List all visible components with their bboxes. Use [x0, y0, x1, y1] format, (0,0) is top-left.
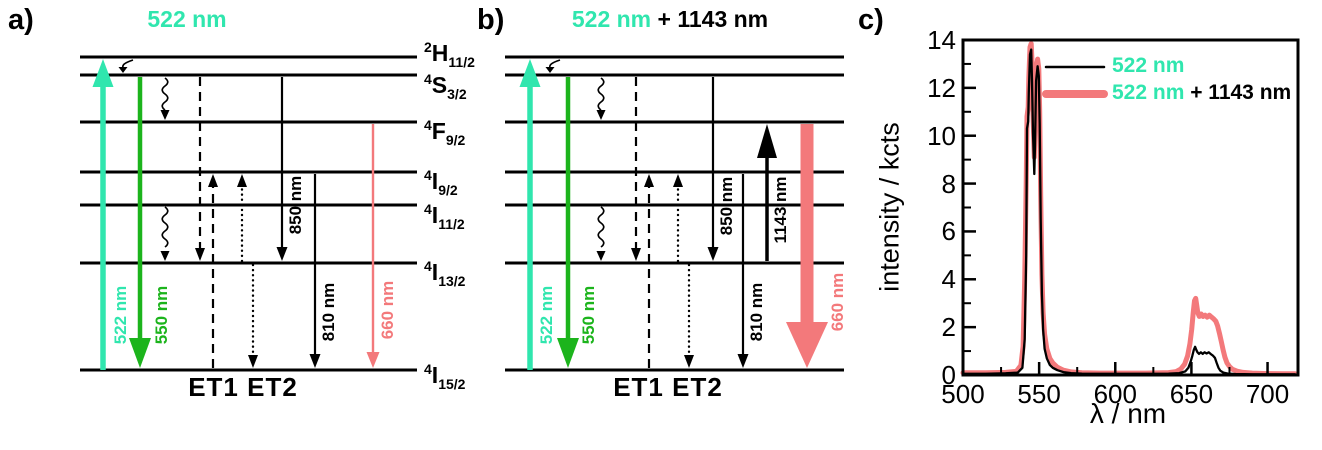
level-label-4I9_2: 4I9/2: [424, 167, 458, 198]
panel-a-H-to-S-relaxation-arrow: [121, 59, 134, 69]
panel-b-S-to-F-multiphonon-arrow: [597, 77, 605, 111]
panel-b-550nm-emission-arrow-label: 550 nm: [579, 285, 598, 345]
panel-b-I11-to-I13-multiphonon-arrow: [597, 206, 605, 248]
panel-b-522nm-pump-arrow-head: [519, 59, 541, 87]
panel-b-title: 522 nm + 1143 nm: [572, 6, 768, 33]
panel-a-550nm-emission-arrow-head: [129, 338, 151, 368]
panel-b-et-label: ET1 ET2: [613, 372, 723, 402]
y-tick-label-10: 10: [927, 120, 956, 151]
panel-a-H-to-S-relaxation-arrow-head: [118, 67, 128, 73]
panel-b-title-part-0: 522 nm: [571, 6, 652, 32]
panel-a-ET1-donor-arrow-head: [195, 248, 205, 261]
panel-b-850nm-emission-arrow-head: [707, 247, 719, 261]
y-tick-label-8: 8: [941, 168, 956, 199]
panel-b-I11-to-I13-multiphonon-arrow-head: [596, 251, 606, 261]
panel-b-522nm-pump-arrow-label: 522 nm: [537, 285, 556, 345]
panel-b-H-to-S-relaxation-arrow-head: [545, 67, 555, 73]
panel-a-660nm-emission-arrow-head: [366, 352, 380, 368]
panel-a-810nm-emission-arrow-head: [309, 354, 321, 368]
y-axis-label: intensity / kcts: [874, 122, 905, 292]
panel-a-S-to-F-multiphonon-arrow-head: [160, 110, 170, 120]
y-tick-label-0: 0: [941, 360, 956, 390]
panel-b-title-part-1: + 1143 nm: [651, 6, 769, 32]
panel-a-ET2-donor-arrow-head: [248, 355, 258, 368]
y-tick-label-14: 14: [927, 25, 956, 55]
panel-a-850nm-emission-arrow-head: [276, 247, 288, 261]
level-label-4S3_2: 4S3/2: [424, 71, 467, 102]
panel-b-550nm-emission-arrow-head: [557, 338, 579, 368]
x-tick-label-600: 600: [1093, 379, 1137, 409]
panel-a-I11-to-I13-multiphonon-arrow-head: [160, 251, 170, 261]
legend-entry-1: 522 nm + 1143 nm: [1112, 81, 1291, 105]
panel-b-810nm-emission-arrow-label: 810 nm: [747, 282, 766, 342]
panel-a-660nm-emission-arrow-label: 660 nm: [378, 280, 397, 340]
legend-entry-1-part-0: 522 nm: [1112, 81, 1185, 104]
panel-b-850nm-emission-arrow-label: 850 nm: [717, 176, 736, 236]
panel-b-ET2-acceptor-arrow-head: [673, 174, 683, 187]
y-tick-label-2: 2: [941, 312, 956, 343]
panel-b-H-to-S-relaxation-arrow: [548, 59, 561, 69]
panel-c-label: c): [858, 4, 884, 36]
x-tick-label-700: 700: [1245, 379, 1290, 409]
level-label-2H11_2: 2H11/2: [424, 39, 475, 70]
panel-a-et-label: ET1 ET2: [188, 372, 298, 402]
legend-entry-0-part-0: 522 nm: [1112, 54, 1185, 77]
panel-b-label: b): [477, 4, 505, 36]
level-label-4I11_2: 4I11/2: [424, 201, 465, 232]
panel-b-810nm-emission-arrow-head: [737, 354, 749, 368]
panel-b-1143nm-pump-arrow-head: [757, 124, 777, 158]
x-tick-label-650: 650: [1169, 379, 1214, 409]
panel-a-522nm-pump-arrow-label: 522 nm: [111, 285, 130, 345]
panel-b-S-to-F-multiphonon-arrow-head: [596, 110, 606, 120]
x-tick-label-500: 500: [941, 379, 985, 409]
y-tick-label-12: 12: [927, 72, 956, 103]
panel-a-ET1-acceptor-arrow-head: [208, 174, 218, 187]
panel-b-1143nm-pump-arrow-label: 1143 nm: [771, 176, 790, 244]
panel-b-660nm-emission-arrow-label: 660 nm: [828, 272, 847, 332]
panel-b-ET1-donor-arrow-head: [631, 248, 641, 261]
panel-a-522nm-pump-arrow-head: [92, 59, 114, 87]
panel-b-ET1-acceptor-arrow-head: [644, 174, 654, 187]
level-label-4I15_2: 4I15/2: [424, 361, 466, 392]
panel-b-660nm-emission-arrow-head: [786, 322, 828, 368]
panel-a-label: a): [8, 4, 34, 36]
y-tick-label-6: 6: [941, 216, 956, 247]
panel-a-850nm-emission-arrow-label: 850 nm: [286, 175, 305, 235]
legend-entry-1-part-1: + 1143 nm: [1184, 81, 1292, 104]
x-tick-label-550: 550: [1017, 379, 1061, 409]
y-tick-label-4: 4: [941, 264, 956, 295]
panel-a-810nm-emission-arrow-label: 810 nm: [319, 282, 338, 342]
panel-a-title: 522 nm: [147, 6, 227, 32]
panel-a-550nm-emission-arrow-label: 550 nm: [152, 285, 171, 345]
panel-a-I11-to-I13-multiphonon-arrow: [161, 206, 169, 248]
level-label-4I13_2: 4I13/2: [424, 258, 466, 289]
x-axis-label: λ / nm: [1089, 398, 1167, 429]
legend-entry-0: 522 nm: [1112, 54, 1184, 78]
panel-b-ET2-donor-arrow-head: [684, 355, 694, 368]
panel-a-S-to-F-multiphonon-arrow: [161, 77, 169, 111]
panel-a-ET2-acceptor-arrow-head: [237, 174, 247, 187]
level-label-4F9_2: 4F9/2: [424, 117, 466, 148]
